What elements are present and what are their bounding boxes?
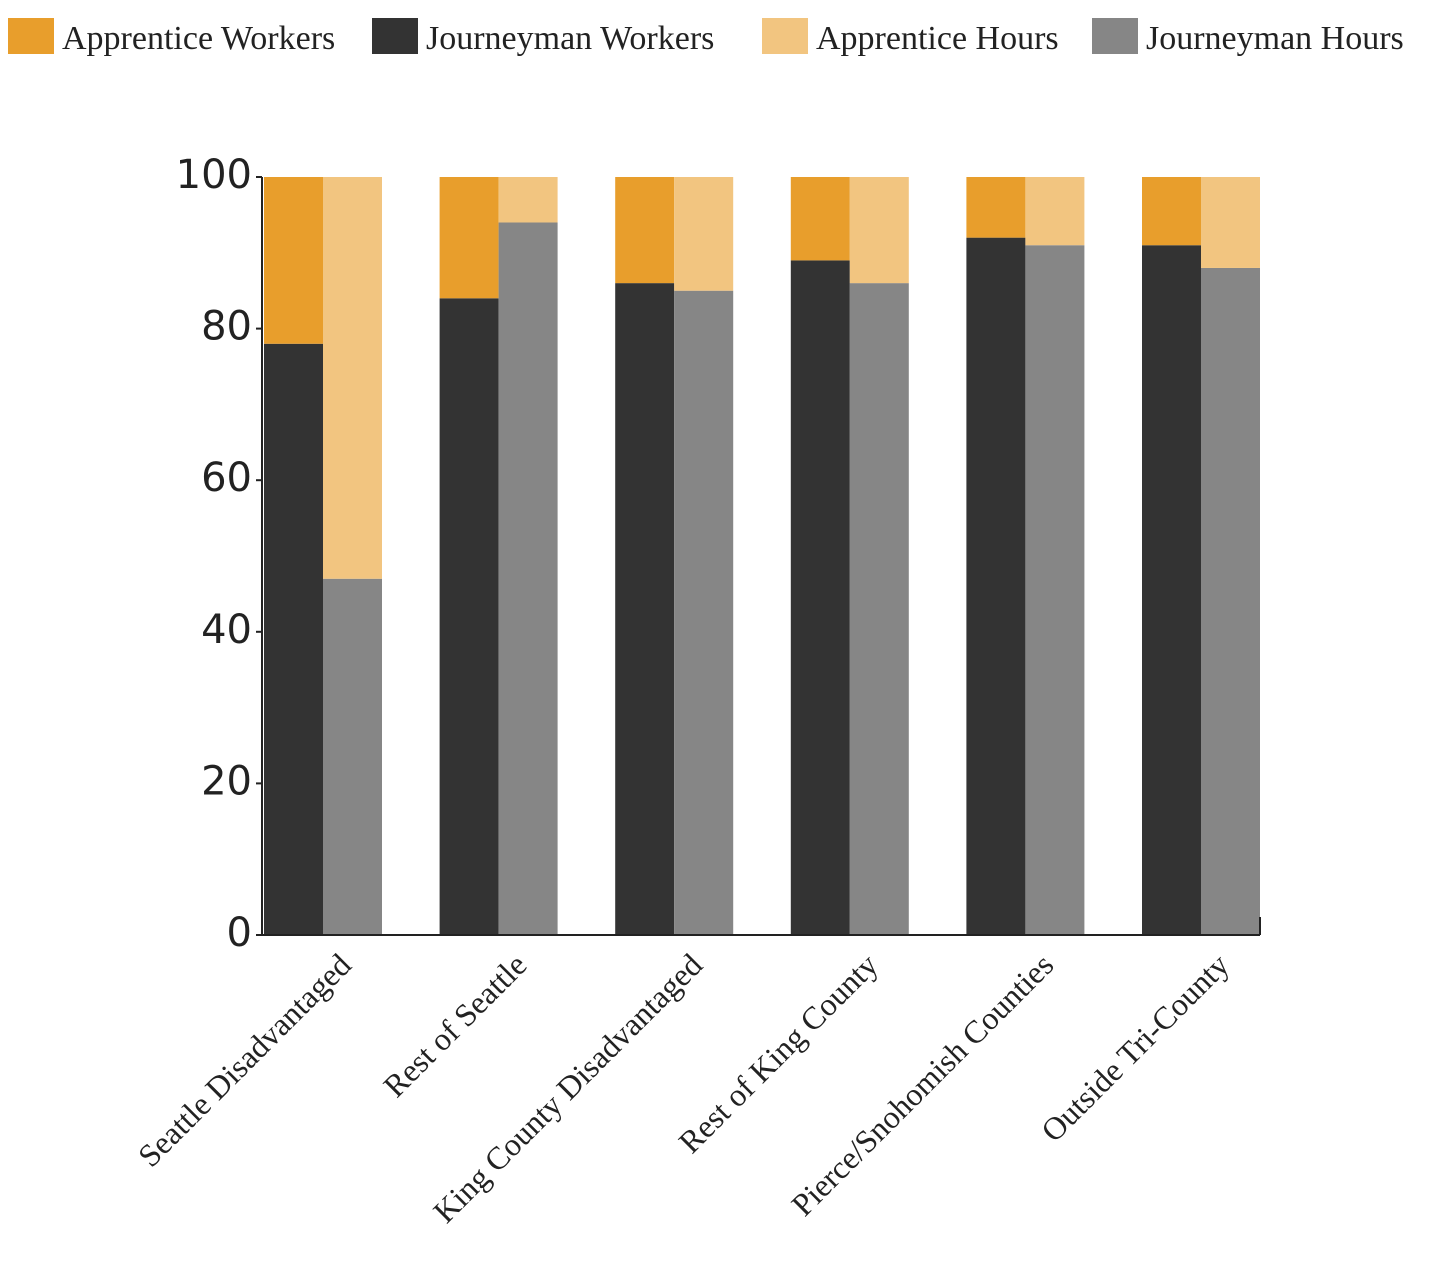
bar-segment <box>1142 177 1201 246</box>
bar-segment <box>674 177 734 291</box>
bar-segment <box>1142 245 1201 936</box>
legend-swatch <box>1092 18 1138 54</box>
bar-segment <box>615 283 675 935</box>
bar-segment <box>323 578 382 935</box>
y-tick-label: 20 <box>201 758 252 804</box>
legend-swatch <box>372 18 418 54</box>
x-tick-label: Seattle Disadvantaged <box>131 946 358 1173</box>
bar-segment <box>790 260 850 935</box>
bar-segment <box>790 177 850 261</box>
bar-segment <box>615 177 675 284</box>
y-tick-label: 0 <box>227 910 252 956</box>
x-tick-label: Outside Tri-County <box>1034 946 1236 1148</box>
legend-label: Apprentice Hours <box>816 20 1059 57</box>
legend-label: Apprentice Workers <box>62 20 335 57</box>
legend-label: Journeyman Workers <box>426 20 714 57</box>
bar-segment <box>1201 177 1260 268</box>
bar-segment <box>674 290 734 935</box>
bar-segment <box>1025 177 1085 246</box>
legend-swatch <box>8 18 54 54</box>
legend-label: Journeyman Hours <box>1146 20 1404 57</box>
bar-segment <box>498 222 558 936</box>
y-tick-label: 60 <box>201 455 252 501</box>
x-tick-label: Rest of Seattle <box>376 946 533 1103</box>
bar-segment <box>439 298 499 935</box>
bar-segment <box>849 283 909 935</box>
y-tick-label: 80 <box>201 304 252 350</box>
bar-segment <box>323 177 382 579</box>
bar-segment <box>966 177 1026 238</box>
bar-segment <box>1025 245 1085 936</box>
bar-segment <box>264 343 323 935</box>
legend-swatch <box>762 18 808 54</box>
bar-segment <box>264 177 323 344</box>
bar-segment <box>439 177 499 299</box>
bar-segment <box>849 177 909 284</box>
bar-segment <box>1201 267 1260 936</box>
y-tick-label: 100 <box>176 152 252 198</box>
bar-segment <box>498 177 558 223</box>
bar-segment <box>966 237 1026 935</box>
y-tick-label: 40 <box>201 607 252 653</box>
